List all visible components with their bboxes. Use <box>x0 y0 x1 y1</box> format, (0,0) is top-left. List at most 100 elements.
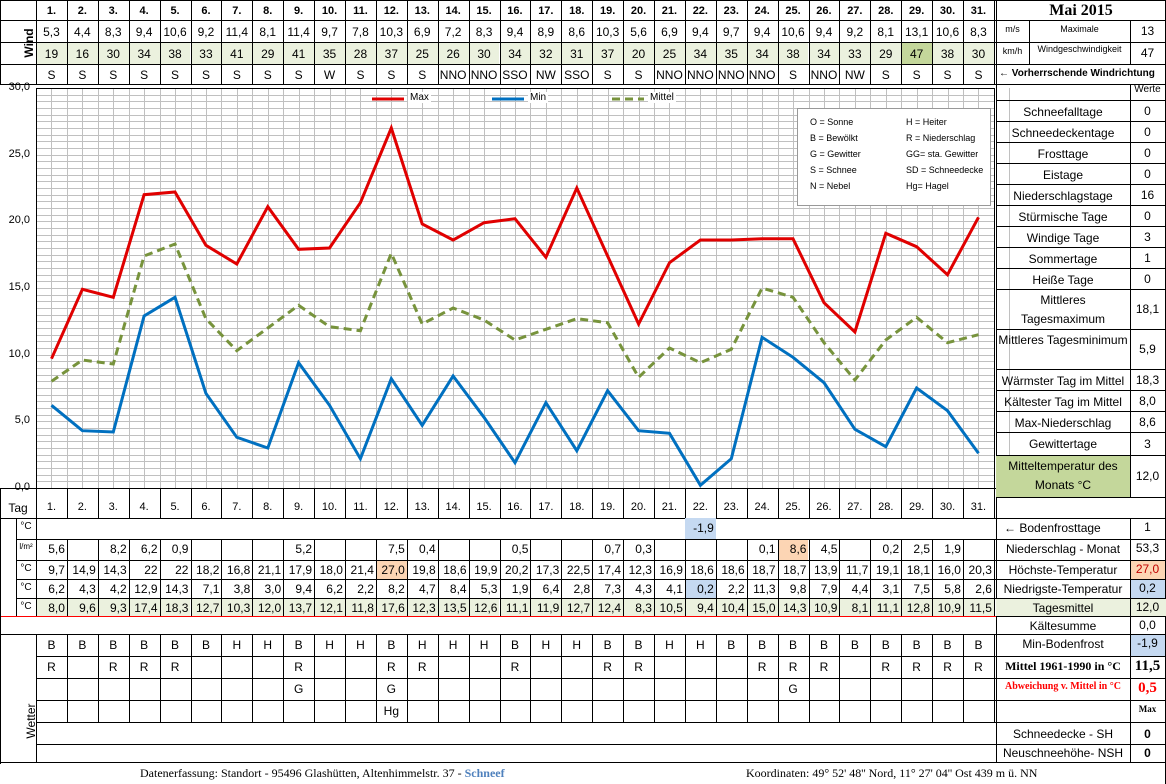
grid-line <box>561 539 563 616</box>
wind-direction-cell: S <box>789 68 798 82</box>
grid-line <box>406 539 408 616</box>
tmax-cell: 9,7 <box>48 563 65 577</box>
max-label: Max <box>1138 704 1157 714</box>
grid-line <box>97 539 99 616</box>
grid-line <box>345 0 346 84</box>
series-line-min <box>50 295 980 488</box>
mittel-bg <box>715 598 747 616</box>
grid-line <box>715 488 717 518</box>
precip-cell: 8,2 <box>110 542 127 556</box>
wind-speed-cell: 30 <box>106 47 120 61</box>
day-header: 28. <box>878 501 894 513</box>
wind-speed-cell: 38 <box>168 47 182 61</box>
wind-speed-cell: 41 <box>291 47 306 61</box>
stat-value: 1 <box>1144 250 1151 265</box>
chart-gridline <box>268 88 269 488</box>
precip-cell: 1,9 <box>944 542 961 556</box>
grid-line <box>36 488 37 518</box>
weather-code-cell: B <box>171 638 180 652</box>
tmin-cell: 4,1 <box>666 582 683 596</box>
wind-speed-cell: 29 <box>879 47 893 61</box>
grid-line <box>996 100 1166 101</box>
grid-line <box>996 560 1166 561</box>
wind-speed-cell: 20 <box>631 47 646 61</box>
chart-gridline <box>669 88 670 488</box>
weather-code-cell: H <box>665 638 674 652</box>
day-header: 12. <box>383 5 399 17</box>
wind-speed-cell: 5,3 <box>43 25 60 39</box>
wind-kmh-bg <box>314 42 345 64</box>
chart-gridline <box>36 375 994 376</box>
stat-value: 0,0 <box>1139 618 1156 632</box>
wind-direction-label: ← Vorherrschende Windrichtung <box>999 68 1155 79</box>
precip-cell: 7,5 <box>388 542 405 556</box>
weather-code-cell: B <box>78 638 87 652</box>
weather-code-cell: H <box>263 638 273 652</box>
grid-line <box>159 634 161 722</box>
weather-code-cell: B <box>912 638 921 652</box>
stat-label: Windige Tage <box>1026 231 1100 245</box>
tmax-cell: 11,7 <box>845 563 869 577</box>
grid-line <box>530 488 532 518</box>
day-header: 10. <box>321 501 338 513</box>
grid-line <box>963 488 964 518</box>
wind-speed-cell: 34 <box>817 47 831 61</box>
grid-line <box>963 539 964 616</box>
grid-line <box>283 539 285 616</box>
chart-gridline <box>731 88 732 488</box>
chart-gridline <box>546 88 547 488</box>
tmax-cell: 16,0 <box>937 563 961 577</box>
weather-code-cell: B <box>943 638 952 652</box>
chart-gridline <box>639 88 640 488</box>
chart-gridline <box>36 308 994 309</box>
tmax-cell: 20,2 <box>505 563 529 577</box>
tmittel-cell: 12,7 <box>196 601 220 615</box>
stat-value: 0 <box>1144 166 1151 181</box>
day-header: 23. <box>723 5 739 17</box>
stat-label: Niederschlag - Monat <box>1005 542 1121 556</box>
grid-line <box>777 488 779 518</box>
tmin-cell: 7,9 <box>820 582 838 596</box>
weather-code-cell: R <box>603 660 612 674</box>
grid-line <box>190 634 192 722</box>
day-header: 11. <box>353 501 368 513</box>
day-header: 14. <box>445 501 461 513</box>
tmittel-cell: 11,9 <box>536 601 560 615</box>
tmin-cell: 7,1 <box>202 582 220 596</box>
grid-line <box>993 0 995 84</box>
mittel-bg <box>345 598 376 616</box>
wind-direction-cell: NNO <box>717 68 745 82</box>
row-unit-label: °C <box>20 563 32 574</box>
wind-speed-cell: 11,4 <box>225 25 249 39</box>
wind-kmh-bg <box>746 42 778 64</box>
tmittel-cell: 10,9 <box>814 601 838 615</box>
weather-code-cell: H <box>356 638 365 652</box>
wind-kmh-bg <box>777 42 809 64</box>
grid-line <box>283 488 285 518</box>
chart-gridline <box>36 155 994 156</box>
wind-speed-cell: 33 <box>848 47 862 61</box>
day-header: 29. <box>908 5 925 17</box>
stat-value: 0 <box>1144 145 1151 160</box>
day-header: 30. <box>939 5 956 17</box>
wind-direction-cell: S <box>974 68 983 82</box>
chart-gridline <box>36 401 994 402</box>
chart-gridline <box>330 88 331 488</box>
stat-label: Sommertage <box>1028 252 1098 266</box>
chart-gridline <box>36 268 994 269</box>
wind-direction-cell: S <box>78 68 87 82</box>
stat-value: 0 <box>1144 746 1151 760</box>
mittel-bg <box>406 598 438 616</box>
wind-speed-cell: 4,4 <box>73 25 91 39</box>
grid-line <box>592 634 594 722</box>
wind-kmh-bg <box>654 42 685 64</box>
grid-line <box>128 634 130 722</box>
wind-direction-cell: NW <box>535 68 556 82</box>
y-tick-label: 15,0 <box>8 281 30 293</box>
grid-line <box>996 744 1166 745</box>
mittel-bg <box>530 598 562 616</box>
highlight-tmin <box>684 579 716 598</box>
stat-value: 8,6 <box>1139 414 1156 429</box>
grid-line <box>375 539 377 616</box>
mittel-bg <box>623 598 654 616</box>
